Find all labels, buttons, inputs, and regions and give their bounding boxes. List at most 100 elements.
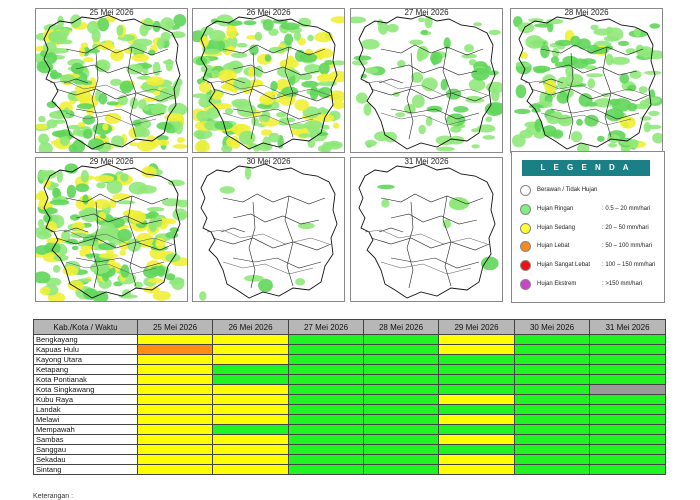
rain-patch: [268, 132, 280, 143]
rain-patch: [53, 254, 69, 262]
rain-patch: [44, 241, 61, 255]
rainfall-map: [36, 14, 187, 152]
regency-boundary: [406, 201, 414, 289]
rain-patch: [514, 108, 531, 115]
rain-patch: [76, 103, 94, 110]
forecast-cell: [212, 344, 289, 355]
rain-patch: [365, 67, 379, 74]
rain-patch: [133, 281, 143, 289]
forecast-cell: [514, 394, 590, 405]
rain-patch: [528, 18, 544, 23]
rain-patch: [318, 62, 330, 75]
rain-patch: [297, 17, 312, 28]
forecast-cell: [137, 444, 213, 455]
rain-patch: [152, 290, 171, 301]
river-line: [380, 261, 472, 275]
forecast-cell: [514, 374, 590, 385]
forecast-cell: [363, 334, 439, 345]
rain-patch: [119, 249, 127, 256]
rain-patch: [425, 116, 433, 127]
regency-boundary: [75, 108, 165, 120]
rain-patch: [248, 66, 255, 78]
rain-patch: [196, 110, 210, 122]
rain-layer: [511, 16, 662, 152]
forecast-cell: [137, 344, 213, 355]
forecast-cell: [288, 374, 364, 385]
forecast-cell: [589, 354, 666, 365]
rain-patch: [491, 88, 500, 102]
regency-boundary: [232, 257, 322, 269]
rain-patch: [378, 21, 389, 35]
regency-boundary: [248, 52, 256, 140]
rain-patch: [592, 46, 609, 55]
regency-boundary: [212, 88, 332, 102]
rain-patch: [49, 199, 70, 206]
rain-patch: [171, 277, 185, 290]
rain-patch: [36, 60, 54, 74]
rain-patch: [99, 253, 119, 259]
rain-patch: [147, 278, 164, 284]
regency-boundary: [232, 213, 320, 225]
region-name: Mempawah: [33, 424, 138, 435]
regency-boundary: [232, 64, 320, 76]
rain-patch: [638, 86, 648, 94]
forecast-cell: [589, 364, 666, 375]
rain-patch: [129, 142, 139, 147]
rain-patch: [120, 173, 129, 182]
rain-patch: [142, 97, 157, 102]
rain-patch: [66, 184, 77, 199]
forecast-cell: [363, 364, 439, 375]
forecast-cell: [438, 364, 515, 375]
rain-patch: [314, 48, 334, 59]
rainfall-map: [351, 14, 502, 152]
map-date-label: 28 Mei 2026: [564, 8, 609, 17]
forecast-cell: [137, 454, 213, 465]
province-boundary: [200, 163, 338, 299]
rain-patch: [143, 17, 154, 31]
rain-patch: [110, 51, 120, 57]
forecast-cell: [514, 454, 590, 465]
rain-patch: [41, 225, 50, 237]
regency-boundary: [378, 227, 404, 233]
rain-patch: [102, 123, 109, 131]
legend-range: : >150 mm/hari: [602, 281, 643, 287]
legend-swatch: [520, 223, 531, 234]
legend-range: : 0.5 – 20 mm/hari: [602, 206, 651, 212]
forecast-cell: [514, 334, 590, 345]
rain-patch: [264, 91, 279, 96]
forecast-cell: [212, 364, 289, 375]
date-header: 27 Mei 2026: [288, 319, 364, 335]
forecast-cell: [589, 454, 666, 465]
rain-patch: [361, 39, 380, 50]
rain-patch: [307, 34, 314, 42]
rain-patch: [544, 79, 556, 94]
regency-boundary: [540, 44, 644, 56]
rain-patch: [448, 197, 469, 211]
regency-boundary: [530, 88, 650, 102]
rain-patch: [138, 185, 157, 194]
forecast-cell: [137, 414, 213, 425]
map-panel-day4: 28 Mei 2026: [510, 8, 663, 153]
rain-patch: [546, 18, 564, 25]
forecast-cell: [589, 444, 666, 455]
forecast-cell: [438, 424, 515, 435]
rain-patch: [230, 142, 241, 149]
map-date-label: 25 Mei 2026: [89, 8, 134, 17]
rain-patch: [617, 40, 630, 46]
river-line: [206, 80, 330, 96]
regency-boundary: [380, 193, 484, 205]
rain-patch: [261, 129, 273, 136]
forecast-cell: [438, 384, 515, 395]
rain-patch: [332, 101, 344, 109]
rain-patch: [295, 278, 306, 286]
regency-boundary: [248, 201, 256, 289]
rain-patch: [395, 112, 406, 118]
rain-patch: [77, 122, 86, 128]
region-name: Landak: [33, 404, 138, 415]
forecast-cell: [514, 414, 590, 425]
rain-patch: [270, 80, 278, 92]
forecast-cell: [137, 424, 213, 435]
forecast-cell: [514, 434, 590, 445]
rain-layer: [36, 163, 187, 301]
rain-patch: [268, 46, 286, 54]
